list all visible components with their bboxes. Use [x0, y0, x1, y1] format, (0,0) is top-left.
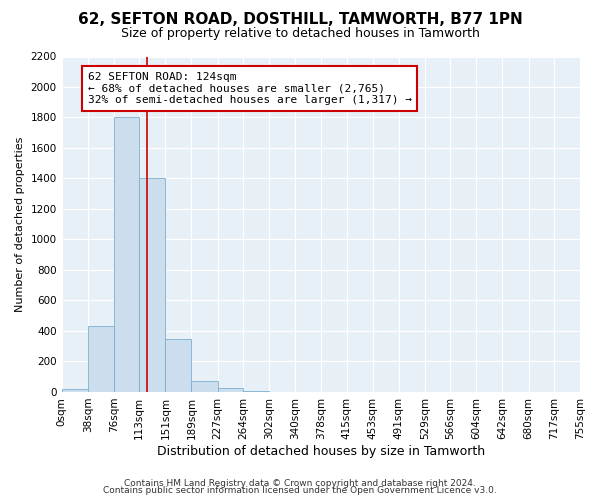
Y-axis label: Number of detached properties: Number of detached properties: [15, 136, 25, 312]
Bar: [139, 178, 166, 392]
Bar: [62, 389, 88, 392]
Bar: [88, 326, 114, 392]
Bar: [243, 391, 269, 392]
Text: Contains HM Land Registry data © Crown copyright and database right 2024.: Contains HM Land Registry data © Crown c…: [124, 478, 476, 488]
X-axis label: Distribution of detached houses by size in Tamworth: Distribution of detached houses by size …: [157, 444, 485, 458]
Text: 62, SEFTON ROAD, DOSTHILL, TAMWORTH, B77 1PN: 62, SEFTON ROAD, DOSTHILL, TAMWORTH, B77…: [77, 12, 523, 28]
Text: Contains public sector information licensed under the Open Government Licence v3: Contains public sector information licen…: [103, 486, 497, 495]
Text: 62 SEFTON ROAD: 124sqm
← 68% of detached houses are smaller (2,765)
32% of semi-: 62 SEFTON ROAD: 124sqm ← 68% of detached…: [88, 72, 412, 105]
Text: Size of property relative to detached houses in Tamworth: Size of property relative to detached ho…: [121, 28, 479, 40]
Bar: [166, 338, 191, 392]
Bar: [114, 118, 139, 392]
Bar: [191, 380, 218, 392]
Bar: [218, 388, 243, 392]
